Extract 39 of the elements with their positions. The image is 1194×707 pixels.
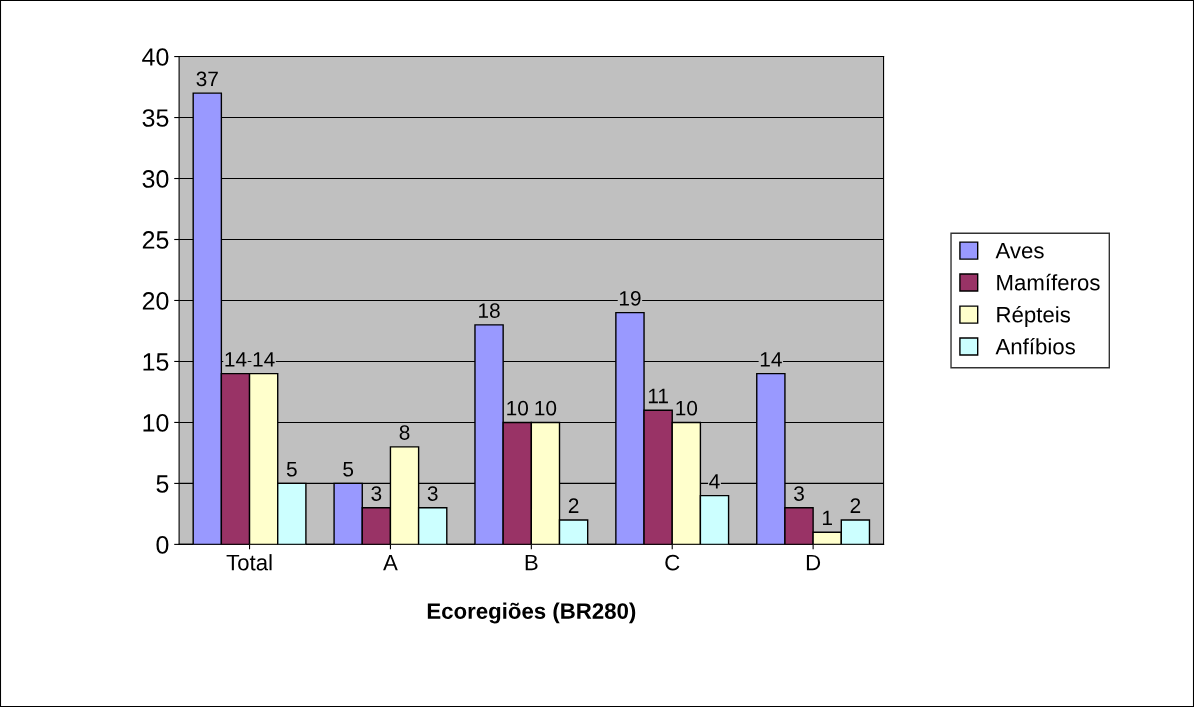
data-label: 4 bbox=[709, 474, 720, 489]
y-tick-label: 10 bbox=[143, 414, 169, 432]
legend-label: Anfíbios bbox=[995, 337, 1075, 355]
data-label: 1 bbox=[823, 510, 832, 526]
y-tick-label: 5 bbox=[156, 475, 169, 493]
y-tick-label: 0 bbox=[156, 535, 169, 554]
x-axis-title: Ecoregiões (BR280) bbox=[427, 602, 636, 624]
y-tick-label: 30 bbox=[142, 170, 169, 188]
data-label: 3 bbox=[371, 486, 382, 501]
legend-label: Répteis bbox=[997, 305, 1071, 327]
data-label: 11 bbox=[648, 388, 668, 404]
data-label: 3 bbox=[427, 486, 438, 501]
data-label: 37 bbox=[196, 71, 218, 87]
data-label: 5 bbox=[343, 461, 354, 477]
legend-label: Mamíferos bbox=[997, 273, 1100, 291]
data-label: 3 bbox=[794, 486, 804, 501]
y-tick-label: 35 bbox=[142, 109, 169, 127]
data-label: 8 bbox=[399, 425, 410, 440]
legend-label: Aves bbox=[995, 243, 1044, 259]
data-label: 14 bbox=[225, 352, 247, 367]
data-label: 14 bbox=[253, 352, 275, 367]
data-label: 14 bbox=[760, 352, 782, 367]
y-tick-label: 15 bbox=[143, 353, 169, 371]
x-tick-label: A bbox=[383, 554, 398, 571]
y-tick-label: 20 bbox=[142, 292, 169, 310]
x-tick-label: D bbox=[806, 554, 821, 571]
data-label: 18 bbox=[479, 303, 500, 318]
y-tick-label: 40 bbox=[142, 48, 169, 66]
data-label: 5 bbox=[286, 461, 297, 477]
y-tick-label: 25 bbox=[142, 231, 169, 249]
data-label: 2 bbox=[568, 498, 579, 513]
data-label: 2 bbox=[850, 498, 861, 513]
x-tick-label: Total bbox=[226, 554, 272, 571]
data-label: 10 bbox=[507, 400, 529, 416]
x-tick-label: C bbox=[665, 554, 680, 571]
data-label: 10 bbox=[535, 400, 557, 416]
data-label: 19 bbox=[619, 291, 641, 306]
data-label: 10 bbox=[676, 400, 698, 416]
x-tick-label: B bbox=[525, 554, 538, 571]
